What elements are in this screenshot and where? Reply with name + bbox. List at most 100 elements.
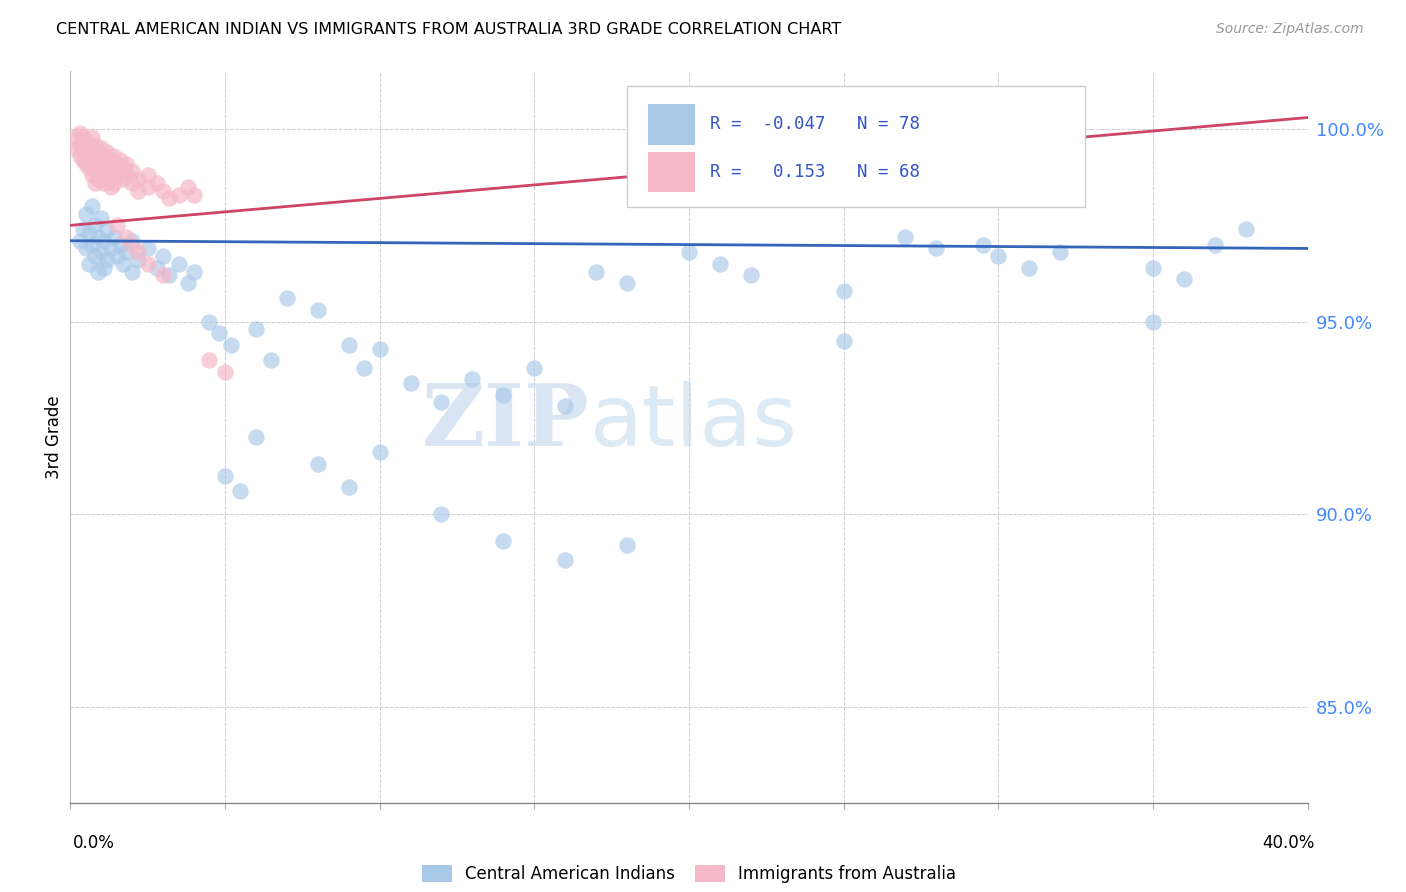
Point	[80, 237, 103, 252]
Point	[65, 141, 87, 155]
Point	[121, 164, 143, 178]
Point	[177, 179, 200, 194]
Point	[100, 164, 122, 178]
Point	[111, 172, 134, 186]
Point	[136, 169, 159, 183]
Point	[127, 252, 149, 267]
Point	[523, 360, 546, 375]
Point	[72, 153, 94, 167]
Point	[96, 252, 118, 267]
Point	[337, 480, 360, 494]
Point	[208, 326, 231, 340]
Point	[136, 242, 159, 256]
Text: 0.0%: 0.0%	[73, 834, 115, 852]
Point	[368, 445, 391, 459]
Point	[832, 284, 855, 298]
Text: atlas: atlas	[591, 381, 799, 464]
Point	[399, 376, 422, 391]
Point	[111, 161, 134, 175]
Point	[127, 172, 149, 186]
Point	[554, 553, 576, 567]
Point	[146, 176, 169, 190]
Y-axis label: 3rd Grade: 3rd Grade	[45, 395, 63, 479]
Point	[177, 276, 200, 290]
Point	[554, 399, 576, 413]
Point	[1142, 260, 1164, 275]
Point	[219, 337, 242, 351]
Point	[492, 534, 515, 549]
Point	[80, 153, 103, 167]
Point	[75, 157, 97, 171]
Point	[709, 257, 731, 271]
Point	[461, 372, 484, 386]
Point	[77, 149, 100, 163]
Legend: Central American Indians, Immigrants from Australia: Central American Indians, Immigrants fro…	[415, 858, 963, 889]
Point	[337, 337, 360, 351]
Point	[105, 169, 128, 183]
Text: ZIP: ZIP	[422, 381, 591, 465]
Point	[1142, 315, 1164, 329]
Point	[84, 161, 107, 175]
Point	[430, 507, 453, 521]
Point	[136, 257, 159, 271]
Bar	[648, 152, 695, 192]
Point	[972, 237, 994, 252]
Text: 40.0%: 40.0%	[1263, 834, 1315, 852]
Point	[1204, 237, 1226, 252]
Point	[90, 141, 112, 155]
Point	[93, 161, 115, 175]
Point	[616, 538, 638, 552]
Text: Source: ZipAtlas.com: Source: ZipAtlas.com	[1216, 22, 1364, 37]
Point	[69, 137, 91, 152]
Point	[84, 149, 107, 163]
Point	[108, 153, 131, 167]
Point	[198, 353, 221, 368]
Point	[69, 126, 91, 140]
Point	[65, 129, 87, 144]
Point	[90, 211, 112, 225]
Point	[77, 257, 100, 271]
Point	[115, 157, 138, 171]
Point	[84, 219, 107, 233]
Point	[96, 157, 118, 171]
Point	[146, 260, 169, 275]
Point	[84, 249, 107, 263]
Bar	[648, 104, 695, 145]
Point	[108, 237, 131, 252]
Point	[90, 153, 112, 167]
Point	[96, 172, 118, 186]
Point	[75, 134, 97, 148]
Point	[87, 264, 110, 278]
Point	[136, 179, 159, 194]
Point	[69, 234, 91, 248]
Point	[80, 141, 103, 155]
Point	[1173, 272, 1195, 286]
Point	[127, 245, 149, 260]
Point	[198, 315, 221, 329]
Point	[115, 169, 138, 183]
Point	[368, 342, 391, 356]
Point	[183, 187, 205, 202]
Point	[87, 157, 110, 171]
Point	[276, 292, 298, 306]
Point	[72, 141, 94, 155]
Point	[93, 260, 115, 275]
Point	[84, 176, 107, 190]
Point	[157, 191, 180, 205]
Point	[430, 395, 453, 409]
Point	[214, 468, 236, 483]
Point	[115, 245, 138, 260]
Point	[80, 129, 103, 144]
Point	[214, 365, 236, 379]
Point	[72, 129, 94, 144]
Point	[105, 157, 128, 171]
Text: R =  -0.047   N = 78: R = -0.047 N = 78	[710, 115, 920, 133]
FancyBboxPatch shape	[627, 86, 1085, 207]
Point	[307, 457, 329, 471]
Point	[152, 268, 174, 283]
Point	[127, 184, 149, 198]
Point	[585, 264, 607, 278]
Text: R =   0.153   N = 68: R = 0.153 N = 68	[710, 162, 920, 180]
Point	[100, 153, 122, 167]
Point	[1049, 245, 1071, 260]
